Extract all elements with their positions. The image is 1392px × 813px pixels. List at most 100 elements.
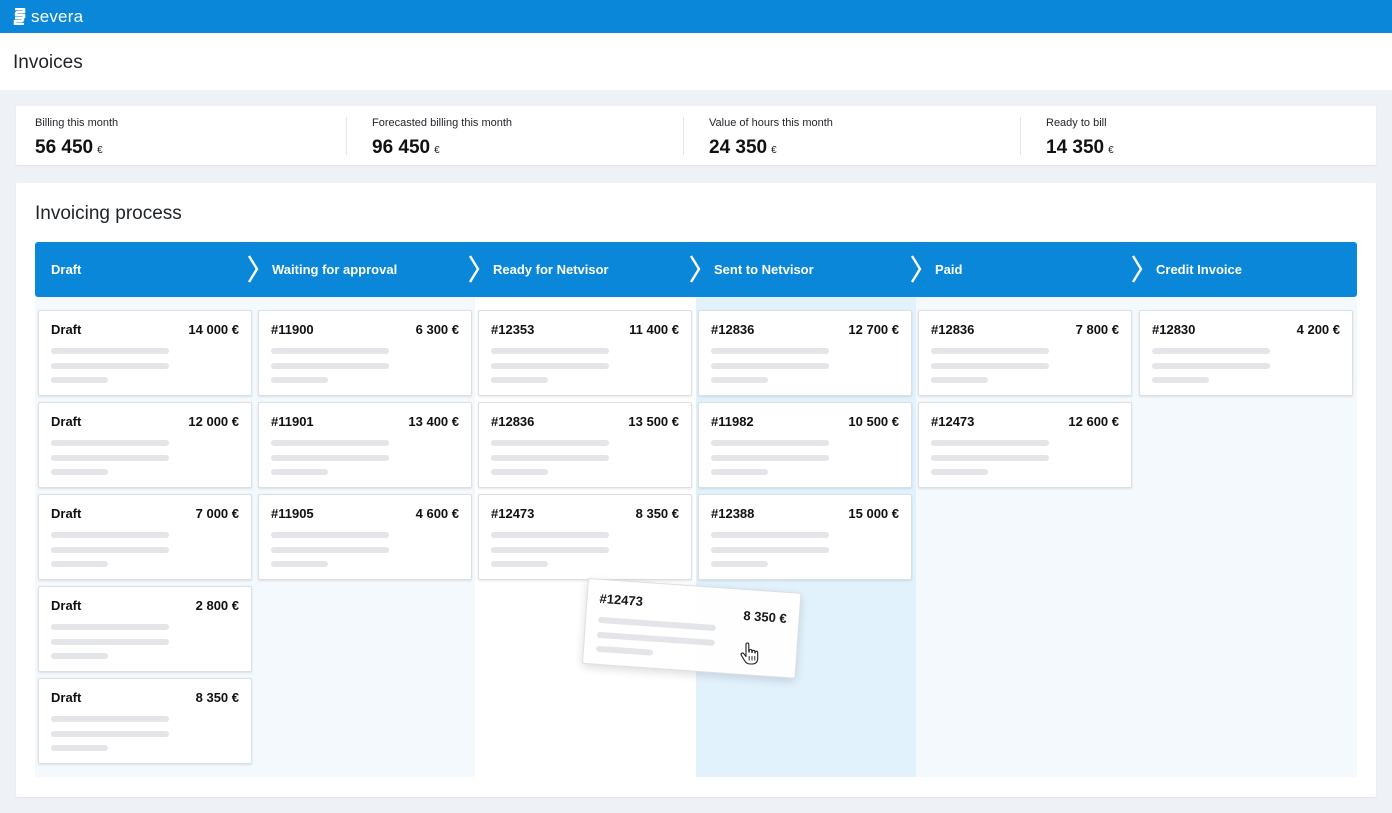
severa-logo[interactable]: severa [12, 7, 83, 27]
placeholder-line [931, 440, 1049, 446]
invoice-card[interactable]: #12388 15 000 € [698, 494, 912, 580]
stat-unit: € [434, 145, 440, 156]
stat-label: Value of hours this month [709, 117, 833, 129]
card-amount: 6 300 € [415, 322, 459, 337]
stat-number: 96 450 [372, 137, 431, 158]
placeholder-line [711, 469, 768, 475]
card-id: Draft [51, 598, 82, 613]
placeholder-line [491, 561, 548, 567]
placeholder-line [711, 455, 829, 461]
stat-divider [683, 117, 684, 155]
placeholder-line [1152, 348, 1270, 354]
stat-number: 56 450 [35, 137, 94, 158]
hand-pointer-icon [740, 642, 759, 665]
card-id: #12473 [931, 414, 975, 429]
placeholder-line [491, 532, 609, 538]
placeholder-line [595, 645, 654, 656]
stat-label: Forecasted billing this month [372, 117, 513, 129]
stage-draft[interactable]: Draft [51, 262, 82, 277]
invoice-card[interactable]: #12473 8 350 € [478, 494, 692, 580]
card-id: Draft [51, 322, 82, 337]
card-id: Draft [51, 414, 82, 429]
placeholder-line [51, 547, 169, 553]
stat-unit: € [97, 145, 103, 156]
invoice-card[interactable]: #12836 13 500 € [478, 402, 692, 488]
card-amount: 13 500 € [628, 414, 679, 429]
invoice-card[interactable]: Draft 2 800 € [38, 586, 252, 672]
placeholder-line [51, 377, 108, 383]
card-amount: 2 800 € [195, 598, 239, 613]
stat-divider [346, 117, 347, 155]
invoice-card[interactable]: #11901 13 400 € [258, 402, 472, 488]
placeholder-line [491, 455, 609, 461]
card-id: #11900 [271, 322, 314, 337]
card-id: #12353 [491, 322, 535, 337]
placeholder-line [596, 631, 715, 646]
stage-ready-for-netvisor[interactable]: Ready for Netvisor [493, 262, 609, 277]
placeholder-line [271, 547, 389, 553]
invoice-card[interactable]: Draft 8 350 € [38, 678, 252, 764]
placeholder-line [491, 547, 609, 553]
placeholder-line [711, 547, 829, 553]
invoice-card[interactable]: #12830 4 200 € [1139, 310, 1353, 396]
page-header: Invoices [0, 33, 1392, 90]
placeholder-line [51, 532, 169, 538]
placeholder-line [51, 440, 169, 446]
card-id: #11905 [271, 506, 314, 521]
stage-credit-invoice[interactable]: Credit Invoice [1156, 262, 1242, 277]
placeholder-line [271, 377, 328, 383]
placeholder-line [1152, 363, 1270, 369]
stat-value: 96 450 € [372, 137, 440, 159]
card-id: #12836 [931, 322, 975, 337]
placeholder-line [271, 455, 389, 461]
stage-sent-to-netvisor[interactable]: Sent to Netvisor [714, 262, 814, 277]
placeholder-line [271, 469, 328, 475]
stat-label: Billing this month [35, 117, 119, 129]
stat-divider [1020, 117, 1021, 155]
card-amount: 8 350 € [635, 506, 679, 521]
placeholder-line [51, 348, 169, 354]
invoice-card[interactable]: #12836 12 700 € [698, 310, 912, 396]
placeholder-line [711, 561, 768, 567]
stat-value: 56 450 € [35, 137, 103, 159]
stat-unit: € [771, 145, 777, 156]
chevron-right-icon [1131, 255, 1143, 283]
card-amount: 14 000 € [188, 322, 239, 337]
placeholder-line [931, 469, 988, 475]
stat-value: 24 350 € [709, 137, 777, 159]
stat-number: 24 350 [709, 137, 768, 158]
stage-waiting-for-approval[interactable]: Waiting for approval [272, 262, 398, 277]
placeholder-line [931, 348, 1049, 354]
card-amount: 7 000 € [195, 506, 239, 521]
placeholder-line [931, 363, 1049, 369]
dragged-invoice-card[interactable]: #12473 8 350 € [582, 578, 802, 679]
placeholder-line [51, 363, 169, 369]
card-amount: 12 600 € [1068, 414, 1119, 429]
page-title: Invoices [13, 52, 83, 73]
placeholder-line [597, 616, 717, 632]
invoice-card[interactable]: #12473 12 600 € [918, 402, 1132, 488]
severa-logo-icon [13, 8, 26, 25]
invoice-card[interactable]: #11905 4 600 € [258, 494, 472, 580]
card-amount: 10 500 € [848, 414, 899, 429]
card-amount: 8 350 € [195, 690, 239, 705]
invoice-card[interactable]: Draft 14 000 € [38, 310, 252, 396]
stat-unit: € [1108, 145, 1114, 156]
placeholder-line [51, 731, 169, 737]
invoice-card[interactable]: #12353 11 400 € [478, 310, 692, 396]
invoice-card[interactable]: Draft 12 000 € [38, 402, 252, 488]
invoice-card[interactable]: #11982 10 500 € [698, 402, 912, 488]
placeholder-line [711, 532, 829, 538]
stage-paid[interactable]: Paid [935, 262, 963, 277]
placeholder-line [51, 624, 169, 630]
card-id: #12388 [711, 506, 755, 521]
card-id: #12836 [711, 322, 755, 337]
card-id: #12830 [1152, 322, 1196, 337]
card-amount: 4 600 € [415, 506, 459, 521]
invoice-card[interactable]: Draft 7 000 € [38, 494, 252, 580]
placeholder-line [51, 716, 169, 722]
placeholder-line [51, 455, 169, 461]
invoice-card[interactable]: #12836 7 800 € [918, 310, 1132, 396]
invoice-card[interactable]: #11900 6 300 € [258, 310, 472, 396]
card-id: #12836 [491, 414, 535, 429]
